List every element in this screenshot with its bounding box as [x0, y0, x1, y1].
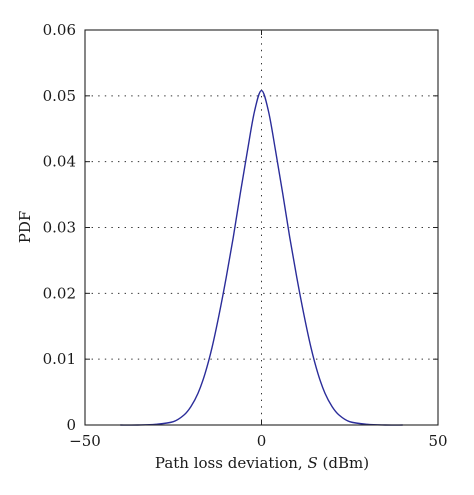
- y-tick-label: 0.02: [43, 284, 76, 302]
- plot-frame: [84, 29, 439, 426]
- x-tick-labels: −50 0 50: [69, 432, 447, 450]
- y-tick-label: 0: [66, 416, 76, 434]
- y-tick-label: 0.05: [43, 87, 76, 105]
- x-axis-label-variable: S: [307, 454, 317, 472]
- pdf-curve: [120, 89, 403, 426]
- y-tick-label: 0.03: [43, 219, 76, 237]
- y-tick-labels: 0 0.01 0.02 0.03 0.04 0.05 0.06: [43, 21, 76, 434]
- x-tick-label: 50: [428, 432, 447, 450]
- y-tick-label: 0.01: [43, 350, 76, 368]
- x-axis-label: Path loss deviation, S (dBm): [155, 454, 369, 472]
- x-axis-label-suffix: (dBm): [318, 454, 369, 472]
- x-tick-label: −50: [69, 432, 101, 450]
- y-tick-label: 0.04: [43, 153, 76, 171]
- x-tick-label: 0: [257, 432, 267, 450]
- x-axis-label-prefix: Path loss deviation,: [155, 454, 308, 472]
- grid-lines: [85, 30, 438, 425]
- y-axis-label: PDF: [16, 211, 34, 244]
- y-tick-label: 0.06: [43, 21, 76, 39]
